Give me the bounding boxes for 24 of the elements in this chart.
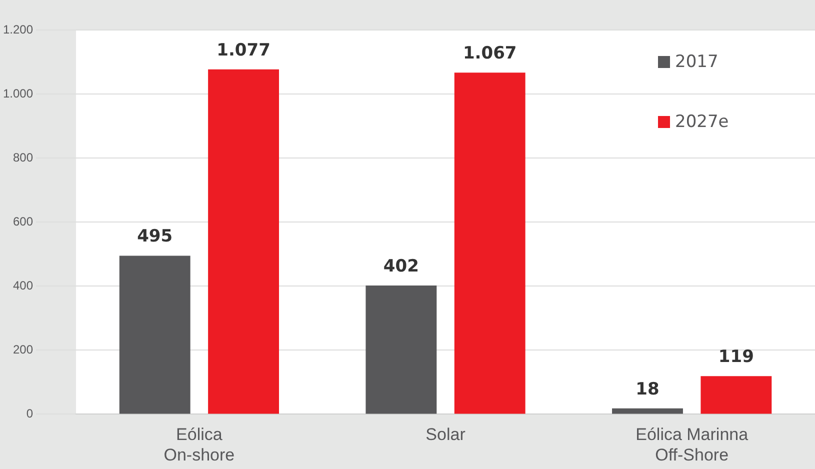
- data-label: 119: [718, 347, 754, 368]
- y-tick-label: 1.000: [3, 86, 34, 100]
- legend-label: 2027e: [675, 112, 729, 132]
- bar: [454, 72, 526, 414]
- bar: [700, 376, 772, 414]
- y-tick-label: 600: [13, 214, 34, 228]
- bar: [119, 256, 190, 414]
- y-tick-label: 400: [13, 278, 34, 292]
- x-tick-label: Eólica On-shore: [164, 425, 235, 464]
- legend-label: 2017: [675, 52, 718, 72]
- data-label: 18: [636, 379, 660, 400]
- x-tick-label: Solar: [426, 425, 466, 444]
- data-label: 402: [383, 256, 419, 276]
- data-label: 495: [137, 226, 173, 247]
- y-tick-label: 200: [13, 342, 34, 356]
- y-tick-label: 1.200: [3, 22, 34, 36]
- bar: [208, 69, 279, 414]
- bar: [366, 285, 437, 414]
- x-tick-label: Eólica Marinna Off-Shore: [636, 425, 749, 464]
- bar: [612, 408, 683, 414]
- data-label: 1.077: [216, 40, 270, 60]
- y-tick-label: 0: [26, 406, 34, 421]
- y-tick-label: 800: [13, 150, 34, 164]
- data-label: 1.067: [462, 44, 517, 64]
